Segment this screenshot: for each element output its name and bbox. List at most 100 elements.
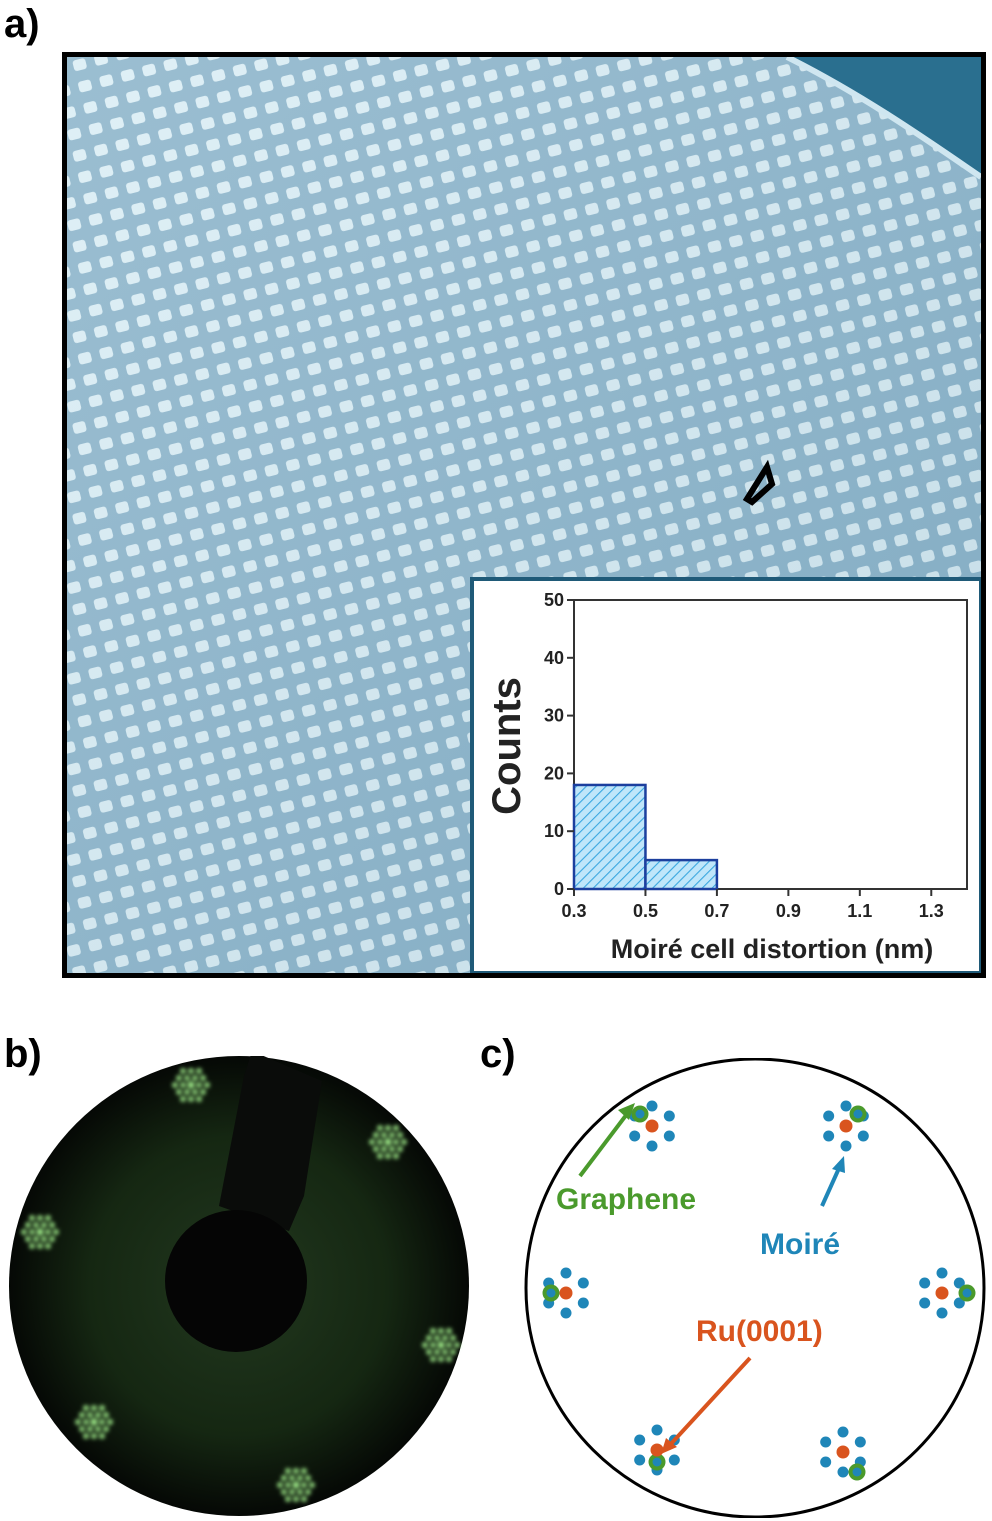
ru-arrow-line xyxy=(667,1356,752,1448)
leed-spot xyxy=(180,1082,186,1088)
leed-spot xyxy=(434,1349,440,1355)
leed-spot xyxy=(25,1236,31,1242)
leed-spot xyxy=(281,1475,287,1481)
leed-spot xyxy=(446,1328,452,1334)
leed-spot xyxy=(192,1075,198,1081)
ru-spot xyxy=(559,1286,573,1300)
leed-spot xyxy=(29,1215,35,1221)
leed-spot xyxy=(393,1139,399,1145)
leed-spot xyxy=(454,1342,460,1348)
leed-spot xyxy=(33,1236,39,1242)
leed-spot xyxy=(305,1475,311,1481)
y-axis-ticks: 0 10 20 30 40 50 xyxy=(544,590,574,899)
graphene-spot-core xyxy=(635,1109,645,1119)
leed-spot xyxy=(188,1096,194,1102)
leed-spot xyxy=(277,1482,283,1488)
leed-spot xyxy=(83,1419,89,1425)
leed-spot xyxy=(79,1412,85,1418)
leed-spot xyxy=(196,1096,202,1102)
moire-spot xyxy=(651,1424,663,1436)
moire-unit-cell-marker xyxy=(742,459,776,506)
leed-spot xyxy=(285,1468,291,1474)
moire-spot xyxy=(837,1466,849,1478)
moire-spot xyxy=(820,1456,832,1468)
spot-group-1 xyxy=(629,1100,675,1152)
electron-gun-body xyxy=(165,1210,307,1352)
leed-spot xyxy=(176,1075,182,1081)
leed-spot xyxy=(301,1468,307,1474)
panel-label-b: b) xyxy=(4,1032,42,1076)
leed-spot xyxy=(446,1356,452,1362)
moire-spot xyxy=(857,1130,869,1142)
graphene-spot-core xyxy=(852,1467,862,1477)
leed-schematic: Graphene Moiré Ru(0001) xyxy=(524,1058,986,1518)
leed-spot-cluster-2 xyxy=(369,1125,407,1159)
leed-spot xyxy=(45,1215,51,1221)
leed-spot xyxy=(438,1328,444,1334)
leed-spot xyxy=(381,1132,387,1138)
leed-spot xyxy=(289,1489,295,1495)
stm-image-panel: 0.3 0.5 0.7 0.9 1.1 1.3 0 10 20 30 40 50 Counts Mo… xyxy=(62,52,986,978)
leed-spot xyxy=(297,1489,303,1495)
moire-arrow-line xyxy=(820,1165,842,1207)
histogram-bars xyxy=(572,783,719,891)
leed-spot-cluster-1 xyxy=(172,1068,210,1102)
moire-spot xyxy=(919,1297,931,1309)
leed-spot xyxy=(49,1236,55,1242)
leed-spot xyxy=(389,1132,395,1138)
leed-spot xyxy=(446,1342,452,1348)
leed-spot xyxy=(393,1153,399,1159)
leed-spot xyxy=(41,1222,47,1228)
leed-spot xyxy=(397,1132,403,1138)
spot-group-3 xyxy=(542,1267,589,1319)
moire-spot xyxy=(953,1277,965,1289)
moire-spot xyxy=(663,1110,675,1122)
graphene-spot-core xyxy=(652,1457,662,1467)
leed-spot xyxy=(91,1433,97,1439)
leed-spot xyxy=(91,1405,97,1411)
moire-spot xyxy=(919,1277,931,1289)
electron-gun-shadow xyxy=(219,1056,322,1231)
leed-spot xyxy=(373,1132,379,1138)
leed-spot xyxy=(29,1229,35,1235)
graphene-arrow-head xyxy=(618,1103,635,1120)
y-tick-label-2: 20 xyxy=(544,763,564,783)
leed-spot xyxy=(36,1228,44,1236)
leed-spot xyxy=(297,1475,303,1481)
moire-spot xyxy=(823,1110,835,1122)
leed-spot xyxy=(29,1243,35,1249)
leed-spot xyxy=(384,1138,392,1146)
leed-spot xyxy=(107,1419,113,1425)
moire-spot xyxy=(634,1434,646,1446)
leed-spot xyxy=(289,1475,295,1481)
leed-spot xyxy=(381,1146,387,1152)
leed-spot xyxy=(103,1412,109,1418)
leed-spot xyxy=(176,1089,182,1095)
moire-spot xyxy=(646,1140,658,1152)
leed-spot xyxy=(37,1215,43,1221)
leed-spot xyxy=(373,1146,379,1152)
leed-spot xyxy=(95,1426,101,1432)
leed-pattern-image xyxy=(9,1056,469,1516)
leed-spot xyxy=(377,1153,383,1159)
leed-spot xyxy=(83,1433,89,1439)
leed-spot xyxy=(87,1412,93,1418)
leed-spot xyxy=(45,1243,51,1249)
leed-spot xyxy=(188,1068,194,1074)
leed-spot xyxy=(196,1068,202,1074)
moire-spot xyxy=(936,1307,948,1319)
leed-spot-cluster-5 xyxy=(75,1405,113,1439)
ru-spot xyxy=(935,1286,949,1300)
leed-spot xyxy=(293,1496,299,1502)
moire-spot xyxy=(820,1436,832,1448)
graphene-arrow-line xyxy=(578,1108,632,1178)
moire-spot xyxy=(953,1297,965,1309)
spot-group-6 xyxy=(820,1426,866,1481)
leed-spot xyxy=(377,1139,383,1145)
leed-spot xyxy=(180,1096,186,1102)
x-axis-title: Moiré cell distortion (nm) xyxy=(611,934,934,964)
leed-spot xyxy=(442,1349,448,1355)
leed-spot xyxy=(99,1419,105,1425)
leed-spot xyxy=(397,1146,403,1152)
leed-spot xyxy=(87,1426,93,1432)
